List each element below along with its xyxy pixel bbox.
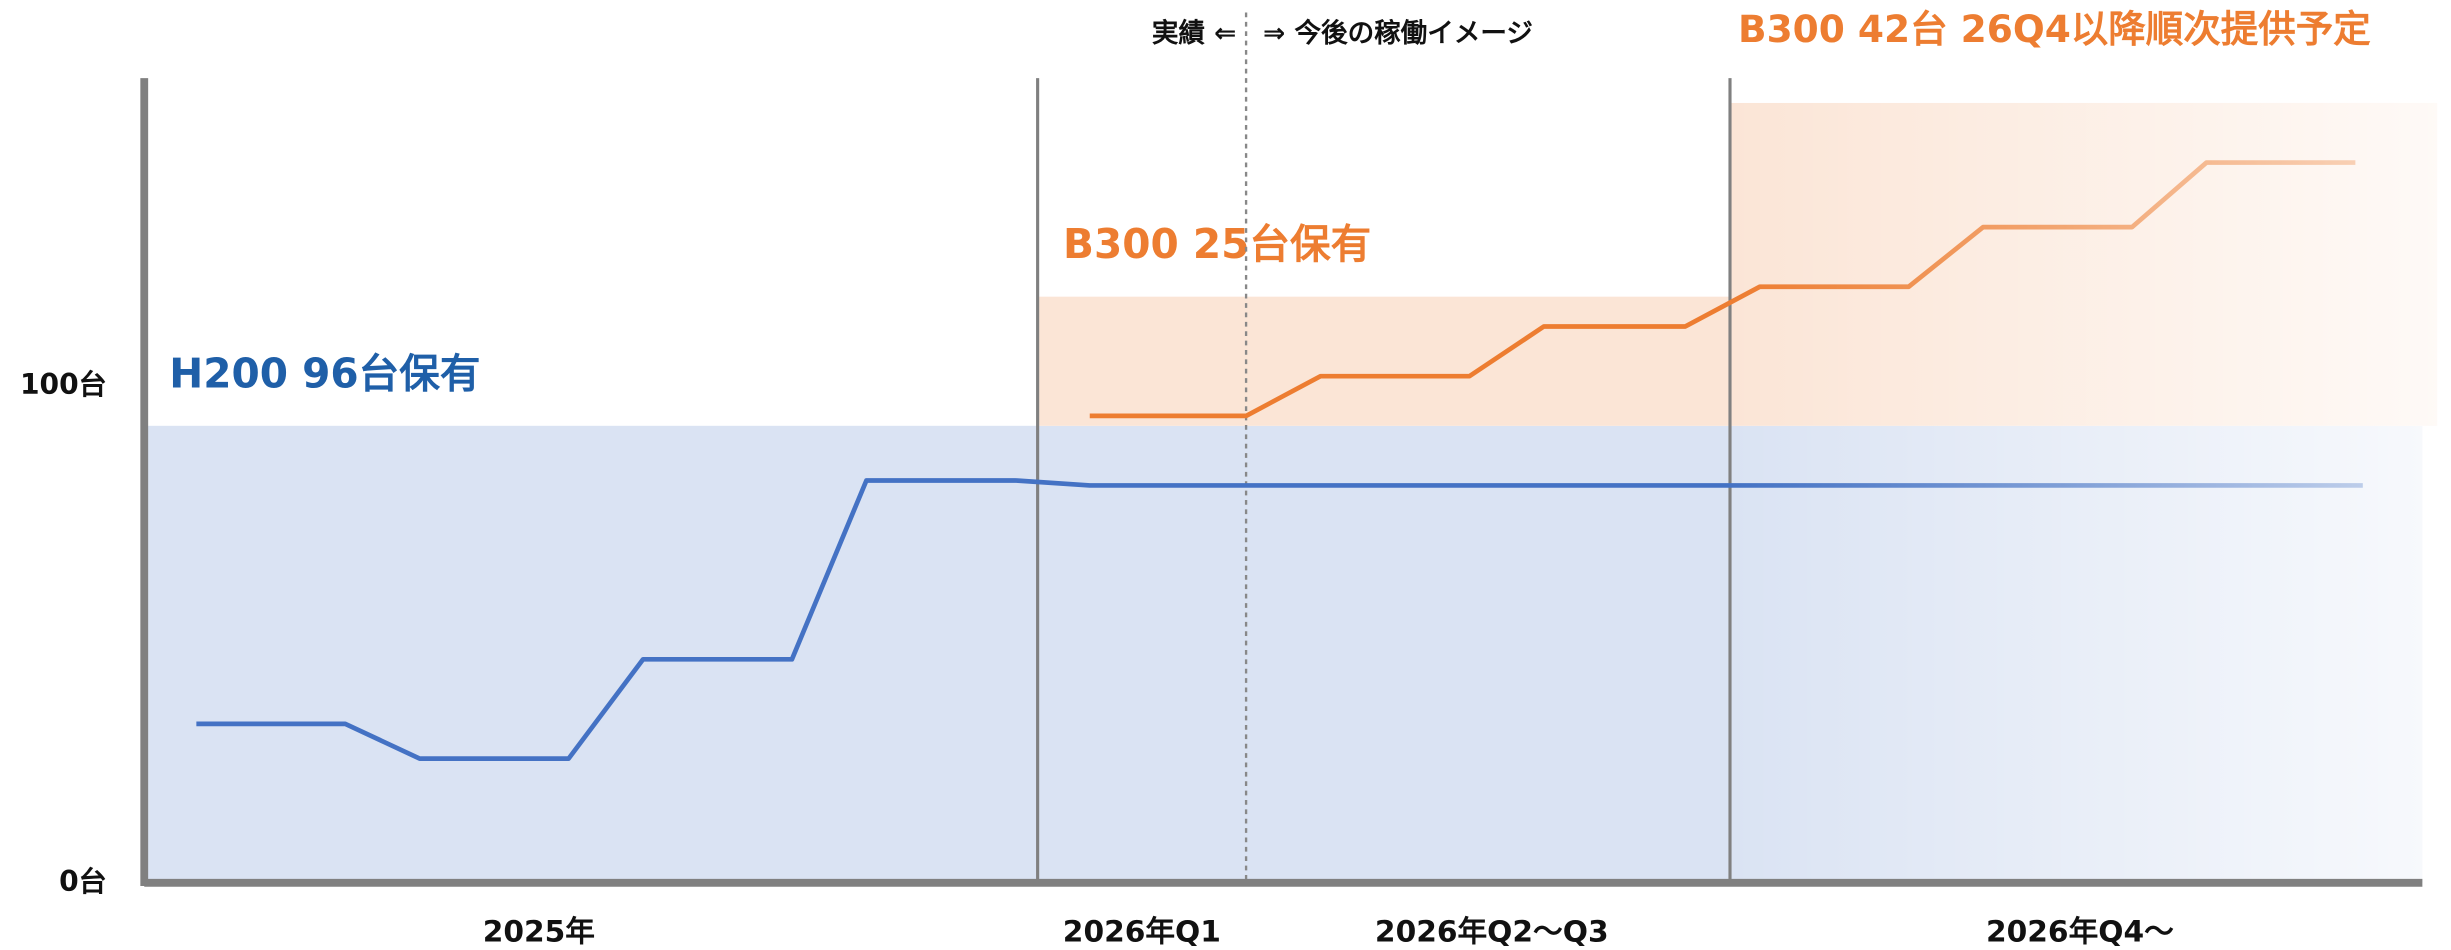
y-tick-label: 0台 — [59, 865, 107, 898]
x-tick-label: 2025年 — [483, 913, 595, 948]
series-line — [1089, 160, 2356, 419]
annotation: H200 96台保有 — [169, 350, 480, 398]
x-tick-label: 2026年Q4〜 — [1986, 913, 2174, 948]
y-tick-label: 100台 — [20, 368, 107, 401]
band — [1037, 296, 1731, 426]
annotation: B300 42台 26Q4以降順次提供予定 — [1738, 7, 2371, 51]
annotation: B300 25台保有 — [1063, 220, 1371, 268]
x-tick-label: 2026年Q1 — [1063, 913, 1221, 948]
series-line — [196, 478, 2363, 761]
forecast-label: ⇒ 今後の稼働イメージ — [1263, 18, 1533, 49]
actual-label: 実績 ⇐ — [1152, 18, 1237, 49]
fade-overlay — [1727, 62, 2451, 880]
x-tick-label: 2026年Q2〜Q3 — [1375, 913, 1609, 948]
